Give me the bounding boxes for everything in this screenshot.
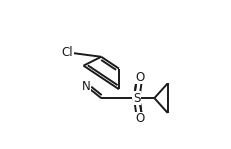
Text: N: N [82,80,91,93]
Text: S: S [132,92,140,105]
Text: Cl: Cl [61,46,73,59]
Text: O: O [134,71,144,84]
Text: O: O [134,112,144,125]
